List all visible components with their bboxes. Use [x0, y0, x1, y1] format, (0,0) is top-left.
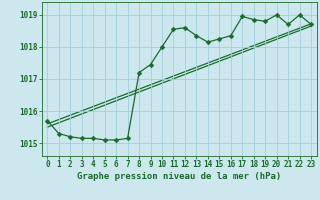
X-axis label: Graphe pression niveau de la mer (hPa): Graphe pression niveau de la mer (hPa) — [77, 172, 281, 181]
